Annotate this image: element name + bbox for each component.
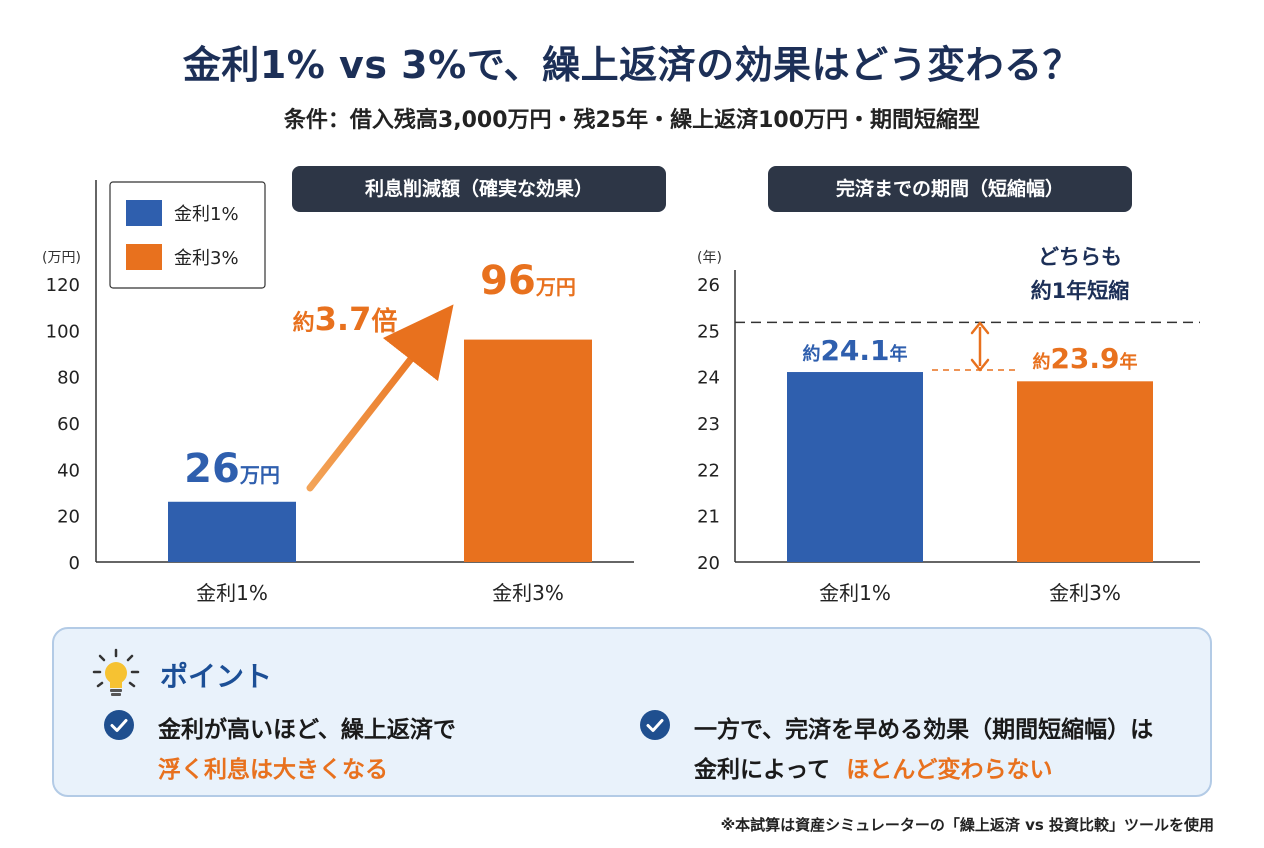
chart2-arrowhead-up	[970, 321, 990, 335]
chart1-data-label-2: 96万円	[480, 258, 576, 304]
chart2-y-tick: 20	[697, 553, 720, 574]
chart1-legend-label-1: 金利1%	[174, 204, 239, 225]
chart2-y-label: (年)	[697, 250, 722, 266]
chart2-y-tick: 24	[697, 368, 720, 389]
chart1-annotation: 約3.7倍	[293, 300, 398, 338]
chart1-data-label-1: 26万円	[184, 446, 280, 492]
chart2-data-label-1: 約24.1年	[802, 334, 907, 367]
chart1-y-tick: 60	[57, 414, 80, 435]
point-left-line2: 浮く利息は大きくなる	[158, 757, 388, 783]
chart2-arrowhead-down	[970, 358, 990, 372]
point-right-line2a: 金利によって	[694, 757, 831, 783]
chart1-x-tick: 金利3%	[492, 581, 564, 605]
chart1-bar-1	[168, 501, 296, 562]
chart2-bar-1	[787, 372, 923, 562]
check-icon	[104, 710, 134, 740]
chart1-y-tick: 120	[46, 275, 80, 296]
chart1-legend-swatch-1	[126, 200, 162, 226]
page-subtitle: 条件：借入残高3,000万円・残25年・繰上返済100万円・期間短縮型	[283, 108, 981, 133]
chart2-y-tick: 23	[697, 414, 720, 435]
chart2-bar-2	[1017, 381, 1153, 562]
chart1-y-tick: 80	[57, 368, 80, 389]
point-box	[52, 627, 1212, 797]
chart2-x-tick: 金利1%	[819, 581, 891, 605]
lightbulb-icon	[92, 648, 140, 696]
footnote: ※本試算は資産シミュレーターの「繰上返済 vs 投資比較」ツールを使用	[720, 816, 1214, 834]
chart2-title: 完済までの期間（短縮幅）	[768, 166, 1132, 212]
chart2-data-label-2: 約23.9年	[1032, 342, 1137, 375]
point-title: ポイント	[160, 660, 273, 693]
chart2-x-tick: 金利3%	[1049, 581, 1121, 605]
chart1-legend-label-2: 金利3%	[174, 248, 239, 269]
check-icon	[640, 710, 670, 740]
chart1-legend-box	[109, 181, 266, 289]
chart1-arrow	[306, 304, 454, 492]
chart1-y-tick: 20	[57, 507, 80, 528]
point-right-line1: 一方で、完済を早める効果（期間短縮幅）は	[694, 717, 1154, 743]
chart1-x-tick: 金利1%	[196, 581, 268, 605]
chart1-y-tick: 0	[69, 553, 80, 574]
point-right-line2: 金利によって ほとんど変わらない	[694, 750, 1053, 784]
chart2-y-tick: 22	[697, 460, 720, 481]
chart1-y-tick: 40	[57, 460, 80, 481]
chart2-y-tick: 25	[697, 321, 720, 342]
chart2-y-tick: 21	[697, 507, 720, 528]
point-right-line2b: ほとんど変わらない	[846, 757, 1053, 783]
point-left-line1: 金利が高いほど、繰上返済で	[158, 717, 456, 743]
chart1-legend-swatch-2	[126, 244, 162, 270]
chart1-title: 利息削減額（確実な効果）	[292, 166, 666, 212]
chart2-annotation-line1: どちらも	[1038, 245, 1122, 269]
chart2-annotation-line2: 約1年短縮	[1031, 279, 1130, 303]
chart1-bar-2	[464, 339, 592, 562]
chart1-y-label: (万円)	[42, 250, 81, 266]
page-title: 金利1% vs 3%で、繰上返済の効果はどう変わる？	[182, 43, 1082, 87]
chart1-y-tick: 100	[46, 321, 80, 342]
chart2-y-tick: 26	[697, 275, 720, 296]
